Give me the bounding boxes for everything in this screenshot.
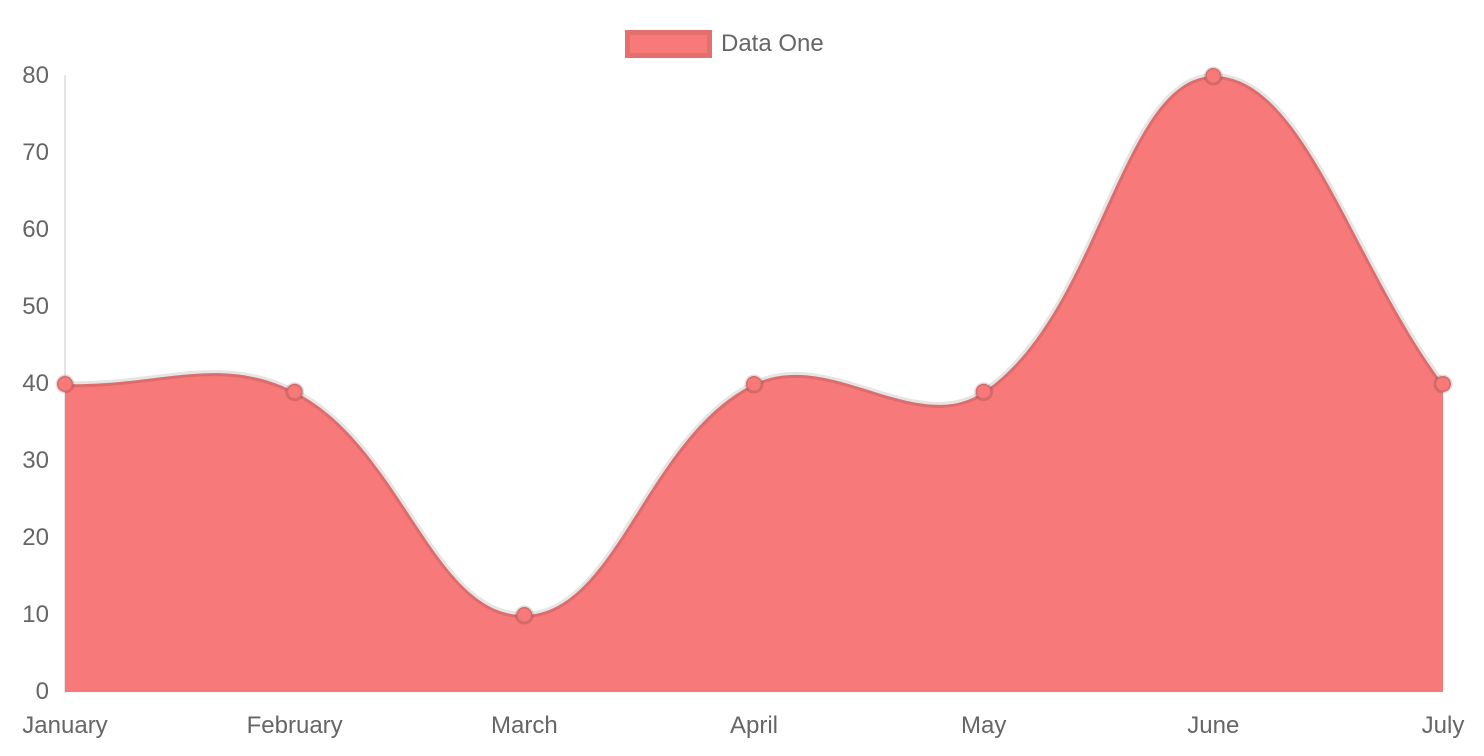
data-point[interactable] [1203,66,1223,86]
y-tick-label: 40 [22,370,49,397]
chart-legend-item[interactable]: Data One [625,30,824,58]
data-point[interactable] [744,374,764,394]
x-axis-label: May [960,712,1007,739]
legend-color-swatch [625,30,712,58]
x-axis-label: July [1421,712,1465,739]
y-tick-label: 70 [22,139,49,166]
legend-label: Data One [721,30,824,57]
y-tick-label: 80 [22,62,49,89]
data-point[interactable] [285,382,305,402]
x-axis-label: February [246,712,343,739]
data-point[interactable] [514,605,534,625]
x-axis-label: April [729,712,778,739]
y-tick-label: 10 [22,601,49,628]
data-point[interactable] [974,382,994,402]
x-axis-label: June [1187,712,1240,739]
y-tick-label: 20 [22,524,49,551]
data-point[interactable] [55,374,75,394]
y-tick-label: 60 [22,216,49,243]
y-tick-label: 50 [22,293,49,320]
x-axis-label: January [22,712,108,739]
y-tick-label: 0 [35,678,49,705]
y-tick-label: 30 [22,447,49,474]
x-axis-label: March [490,712,558,739]
data-point[interactable] [1433,374,1453,394]
